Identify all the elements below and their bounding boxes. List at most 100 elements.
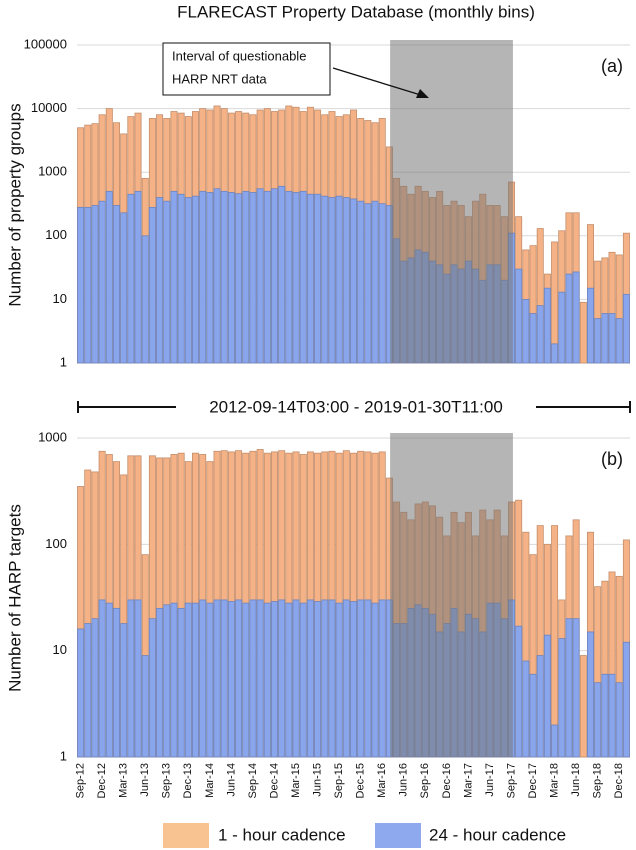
x-tick-label: Sep-14 xyxy=(247,763,259,798)
bar xyxy=(206,192,214,364)
y-axis-label: Number of HARP targets xyxy=(5,504,24,692)
bar xyxy=(91,618,99,758)
bar xyxy=(263,190,271,364)
legend-swatch xyxy=(375,823,421,848)
x-tick-label: Sep-13 xyxy=(161,763,173,798)
x-tick-label: Mar-17 xyxy=(462,763,474,798)
bar xyxy=(77,628,85,758)
bar xyxy=(148,618,156,758)
bar xyxy=(105,602,113,758)
bar xyxy=(558,291,566,364)
bar xyxy=(263,602,271,758)
range-label-bg xyxy=(176,395,536,419)
bar xyxy=(192,602,199,758)
legend-label: 1 - hour cadence xyxy=(218,825,346,844)
bar xyxy=(335,195,343,364)
bar xyxy=(342,599,350,758)
bar xyxy=(127,599,135,758)
bar xyxy=(622,641,630,758)
bar xyxy=(601,673,609,758)
bar xyxy=(608,313,616,364)
bar xyxy=(220,190,228,364)
bar xyxy=(271,601,278,758)
bar xyxy=(615,318,623,364)
bar xyxy=(615,682,623,758)
bar xyxy=(127,193,135,364)
bar xyxy=(170,602,178,758)
legend-label: 24 - hour cadence xyxy=(429,825,566,844)
y-tick-label: 10000 xyxy=(31,100,67,115)
x-tick-label: Jun-15 xyxy=(311,763,323,797)
bar xyxy=(551,724,559,758)
bar xyxy=(227,601,235,758)
bar xyxy=(299,190,307,364)
y-tick-label: 1000 xyxy=(38,164,67,179)
bar xyxy=(378,203,386,364)
bar xyxy=(587,631,594,758)
y-tick-label: 1 xyxy=(60,354,67,369)
bar xyxy=(364,599,372,758)
bar xyxy=(177,607,185,758)
bar xyxy=(378,599,386,758)
bar xyxy=(522,298,530,364)
note-arrowhead xyxy=(416,89,429,98)
bar xyxy=(256,599,264,758)
x-tick-label: Sep-15 xyxy=(333,763,345,798)
panel-label: (a) xyxy=(601,56,623,76)
bar xyxy=(543,287,551,364)
bar xyxy=(285,190,293,364)
bar xyxy=(306,599,314,758)
bar xyxy=(242,190,250,364)
bar xyxy=(601,313,609,364)
y-tick-label: 10 xyxy=(53,642,67,657)
x-tick-label: Mar-14 xyxy=(204,763,216,798)
bar xyxy=(515,268,523,364)
bar xyxy=(314,601,322,758)
x-tick-label: Sep-18 xyxy=(592,763,604,798)
bar xyxy=(364,203,372,364)
bar xyxy=(350,198,357,364)
bar xyxy=(184,197,192,364)
x-tick-label: Mar-18 xyxy=(548,763,560,798)
bar xyxy=(536,655,544,758)
bar xyxy=(242,602,250,758)
bar xyxy=(357,200,365,364)
bar xyxy=(321,195,329,364)
bar xyxy=(594,318,602,364)
bar xyxy=(314,193,322,364)
bar xyxy=(536,305,544,364)
bar xyxy=(371,602,379,758)
bar xyxy=(113,205,120,364)
x-tick-label: Mar-16 xyxy=(376,763,388,798)
x-tick-label: Dec-16 xyxy=(441,763,453,798)
bar xyxy=(213,599,221,758)
bar xyxy=(249,192,257,364)
bar xyxy=(98,599,106,758)
bar xyxy=(299,602,307,758)
bar xyxy=(199,599,207,758)
bar xyxy=(292,192,300,364)
bar xyxy=(156,197,164,364)
bar xyxy=(84,623,92,758)
bar xyxy=(543,634,551,758)
bar xyxy=(235,599,243,758)
bar xyxy=(306,193,314,364)
bar xyxy=(220,599,228,758)
x-tick-label: Sep-16 xyxy=(419,763,431,798)
bar xyxy=(529,313,537,364)
bar xyxy=(141,655,149,758)
y-tick-label: 1000 xyxy=(38,429,67,444)
y-tick-label: 100 xyxy=(45,227,67,242)
bar xyxy=(192,195,199,364)
x-tick-label: Dec-12 xyxy=(96,763,108,798)
note-text: HARP NRT data xyxy=(172,71,267,86)
bar xyxy=(522,660,530,758)
bar xyxy=(285,602,293,758)
bar xyxy=(350,601,357,758)
bar xyxy=(608,673,616,758)
x-tick-label: Mar-15 xyxy=(290,763,302,798)
bar xyxy=(565,273,573,364)
bar xyxy=(134,190,142,364)
x-tick-label: Jun-14 xyxy=(225,763,237,797)
